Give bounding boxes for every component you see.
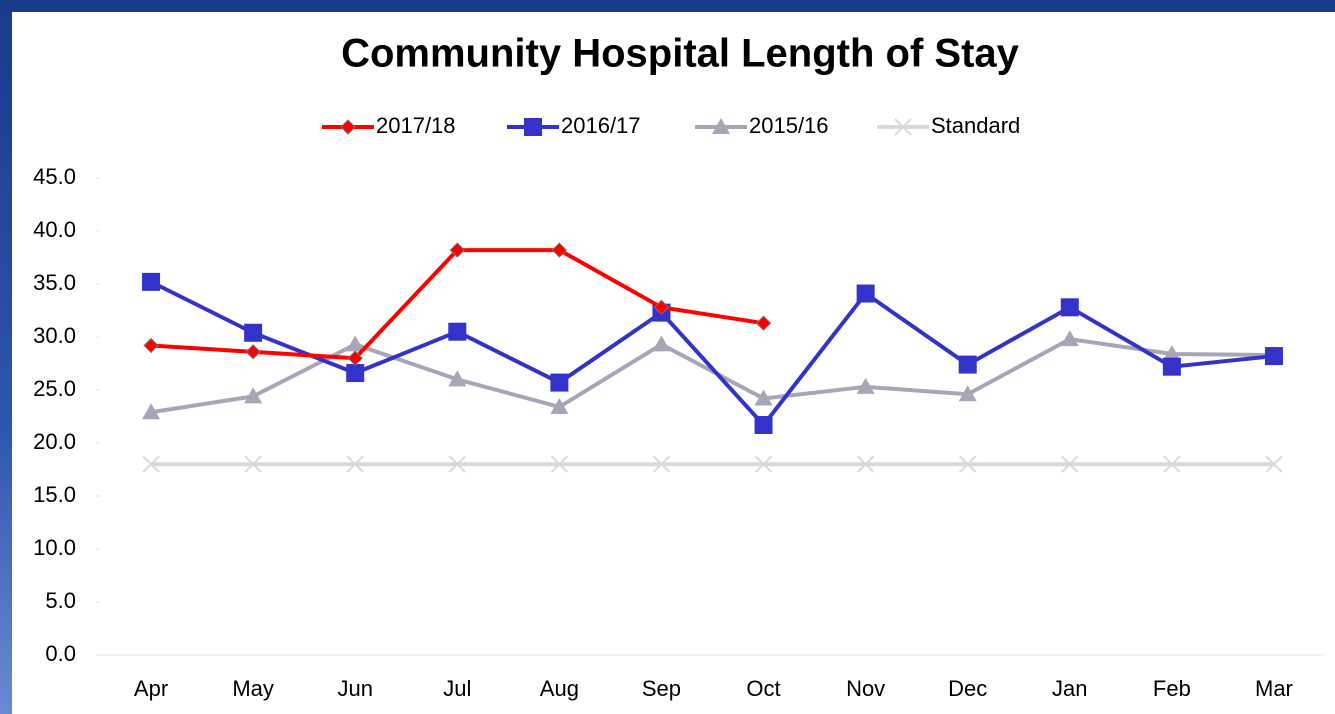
data-point bbox=[245, 344, 261, 360]
data-point bbox=[856, 284, 875, 303]
data-point bbox=[652, 335, 671, 352]
x-tick-label: Mar bbox=[1255, 676, 1293, 701]
data-point bbox=[1264, 347, 1283, 366]
legend-marker bbox=[712, 118, 730, 134]
series-line bbox=[150, 280, 1275, 427]
data-point bbox=[448, 455, 466, 473]
y-tick-label: 5.0 bbox=[45, 588, 76, 613]
data-point bbox=[346, 364, 365, 383]
data-point bbox=[1061, 455, 1079, 473]
legend-label: Standard bbox=[931, 113, 1020, 138]
data-point bbox=[958, 385, 977, 402]
data-point bbox=[448, 370, 467, 387]
chart-area bbox=[12, 12, 1335, 714]
data-point bbox=[550, 373, 569, 392]
x-tick-label: Nov bbox=[846, 676, 885, 701]
legend-marker bbox=[340, 119, 356, 135]
data-point bbox=[1265, 455, 1283, 473]
data-point bbox=[142, 272, 161, 291]
x-tick-label: Apr bbox=[134, 676, 168, 701]
data-point bbox=[551, 242, 568, 258]
data-point bbox=[550, 455, 569, 473]
data-point bbox=[448, 322, 467, 341]
data-point bbox=[755, 315, 772, 331]
y-tick-label: 35.0 bbox=[33, 270, 76, 295]
x-tick-label: Feb bbox=[1153, 676, 1191, 701]
x-tick-label: Jun bbox=[337, 676, 372, 701]
data-point bbox=[143, 337, 159, 354]
x-tick-label: Jul bbox=[443, 676, 471, 701]
data-point bbox=[1060, 298, 1079, 317]
y-tick-label: 30.0 bbox=[33, 323, 76, 348]
y-tick-label: 0.0 bbox=[45, 641, 76, 666]
chart-title: Community Hospital Length of Stay bbox=[341, 32, 1020, 76]
data-point bbox=[346, 335, 365, 352]
data-point bbox=[244, 323, 263, 342]
legend-label: 2017/18 bbox=[376, 113, 456, 138]
data-point bbox=[1162, 357, 1181, 376]
data-point bbox=[449, 242, 465, 258]
data-point bbox=[142, 455, 160, 473]
x-tick-label: Oct bbox=[746, 676, 780, 701]
series-line bbox=[150, 248, 764, 361]
series-line bbox=[150, 337, 1274, 415]
data-point bbox=[958, 355, 977, 374]
data-point bbox=[347, 350, 363, 366]
y-tick-label: 45.0 bbox=[33, 164, 76, 189]
x-tick-label: Sep bbox=[642, 676, 681, 701]
y-tick-label: 10.0 bbox=[33, 535, 76, 560]
data-point bbox=[550, 397, 569, 414]
x-tick-label: Dec bbox=[948, 676, 987, 701]
data-point bbox=[244, 455, 262, 473]
legend-marker bbox=[524, 118, 542, 136]
x-tick-label: Jan bbox=[1052, 676, 1087, 701]
data-point bbox=[1163, 455, 1181, 473]
y-tick-label: 25.0 bbox=[33, 376, 76, 401]
data-point bbox=[959, 455, 977, 473]
data-point bbox=[856, 455, 875, 473]
data-point bbox=[1162, 344, 1181, 361]
x-tick-label: Aug bbox=[540, 676, 579, 701]
data-point bbox=[754, 455, 773, 473]
data-point bbox=[856, 377, 875, 394]
y-tick-label: 20.0 bbox=[33, 429, 76, 454]
y-tick-label: 15.0 bbox=[33, 482, 76, 507]
data-point bbox=[754, 415, 773, 434]
data-point bbox=[244, 387, 263, 404]
data-point bbox=[1060, 330, 1079, 347]
data-point bbox=[754, 389, 773, 406]
legend-label: 2015/16 bbox=[749, 113, 829, 138]
data-point bbox=[142, 403, 161, 420]
x-tick-label: May bbox=[232, 676, 274, 701]
data-point bbox=[346, 455, 364, 473]
data-point bbox=[653, 299, 670, 316]
legend-label: 2016/17 bbox=[561, 113, 641, 138]
y-tick-label: 40.0 bbox=[33, 217, 76, 242]
legend-marker bbox=[894, 118, 912, 136]
data-point bbox=[652, 455, 671, 473]
